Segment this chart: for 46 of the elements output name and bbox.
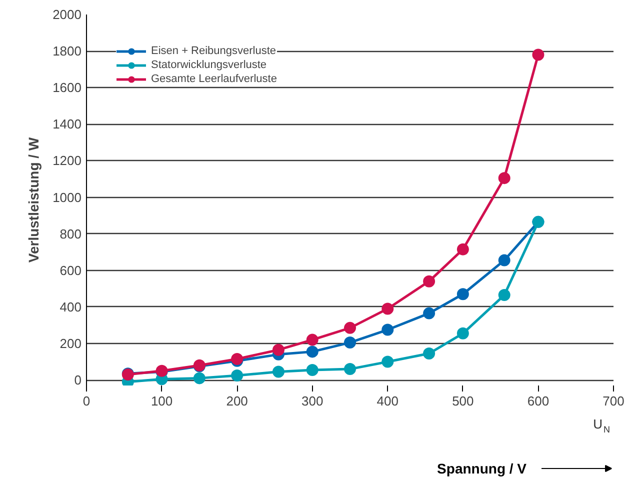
point	[272, 366, 284, 378]
point	[532, 48, 544, 61]
y-tick-label: 2000	[52, 7, 82, 22]
point	[423, 307, 436, 320]
y-tick-label: 400	[60, 299, 82, 314]
point	[306, 334, 318, 346]
y-tick-label: 600	[60, 262, 82, 278]
y-tick-label: 0	[74, 372, 82, 388]
point	[382, 324, 394, 336]
point	[498, 172, 510, 184]
point	[344, 336, 356, 349]
y-tick-label: 1800	[52, 44, 82, 59]
point	[498, 289, 510, 302]
point	[382, 302, 394, 315]
x-tick-label: 500	[452, 394, 474, 408]
legend-label: Gesamte Leerlaufverluste	[151, 72, 277, 86]
point	[456, 243, 469, 256]
point	[272, 344, 284, 356]
x-tick-label: 600	[527, 394, 550, 408]
point	[193, 372, 206, 384]
x-tick-label: 100	[150, 394, 173, 408]
point	[456, 288, 469, 300]
point	[344, 363, 356, 376]
y-tick-label: 1200	[52, 153, 82, 168]
point	[382, 356, 394, 368]
point	[423, 275, 436, 288]
x-tick-label: 200	[226, 394, 248, 408]
point	[498, 254, 510, 266]
x-tick-label: 300	[302, 394, 324, 408]
y-tick-label: 1400	[52, 116, 82, 132]
point	[344, 322, 356, 334]
point	[231, 369, 244, 382]
x-tick-label: 400	[376, 394, 398, 408]
y-tick-label: 800	[60, 226, 82, 242]
x-axis-title: Spannung / V	[437, 460, 528, 476]
legend-label: Eisen + Reibungsverluste	[151, 44, 276, 58]
y-tick-label: 1000	[52, 190, 82, 205]
y-tick-label: 1600	[52, 80, 82, 96]
point	[306, 364, 318, 376]
y-tick-label: 200	[60, 336, 82, 351]
legend-label: Statorwicklungsverluste	[151, 58, 267, 72]
point	[423, 348, 436, 360]
y-axis-title: Verlustleistung / W	[26, 136, 42, 263]
point	[306, 346, 318, 358]
point	[456, 327, 469, 340]
x-tick-label: 700	[602, 394, 624, 408]
